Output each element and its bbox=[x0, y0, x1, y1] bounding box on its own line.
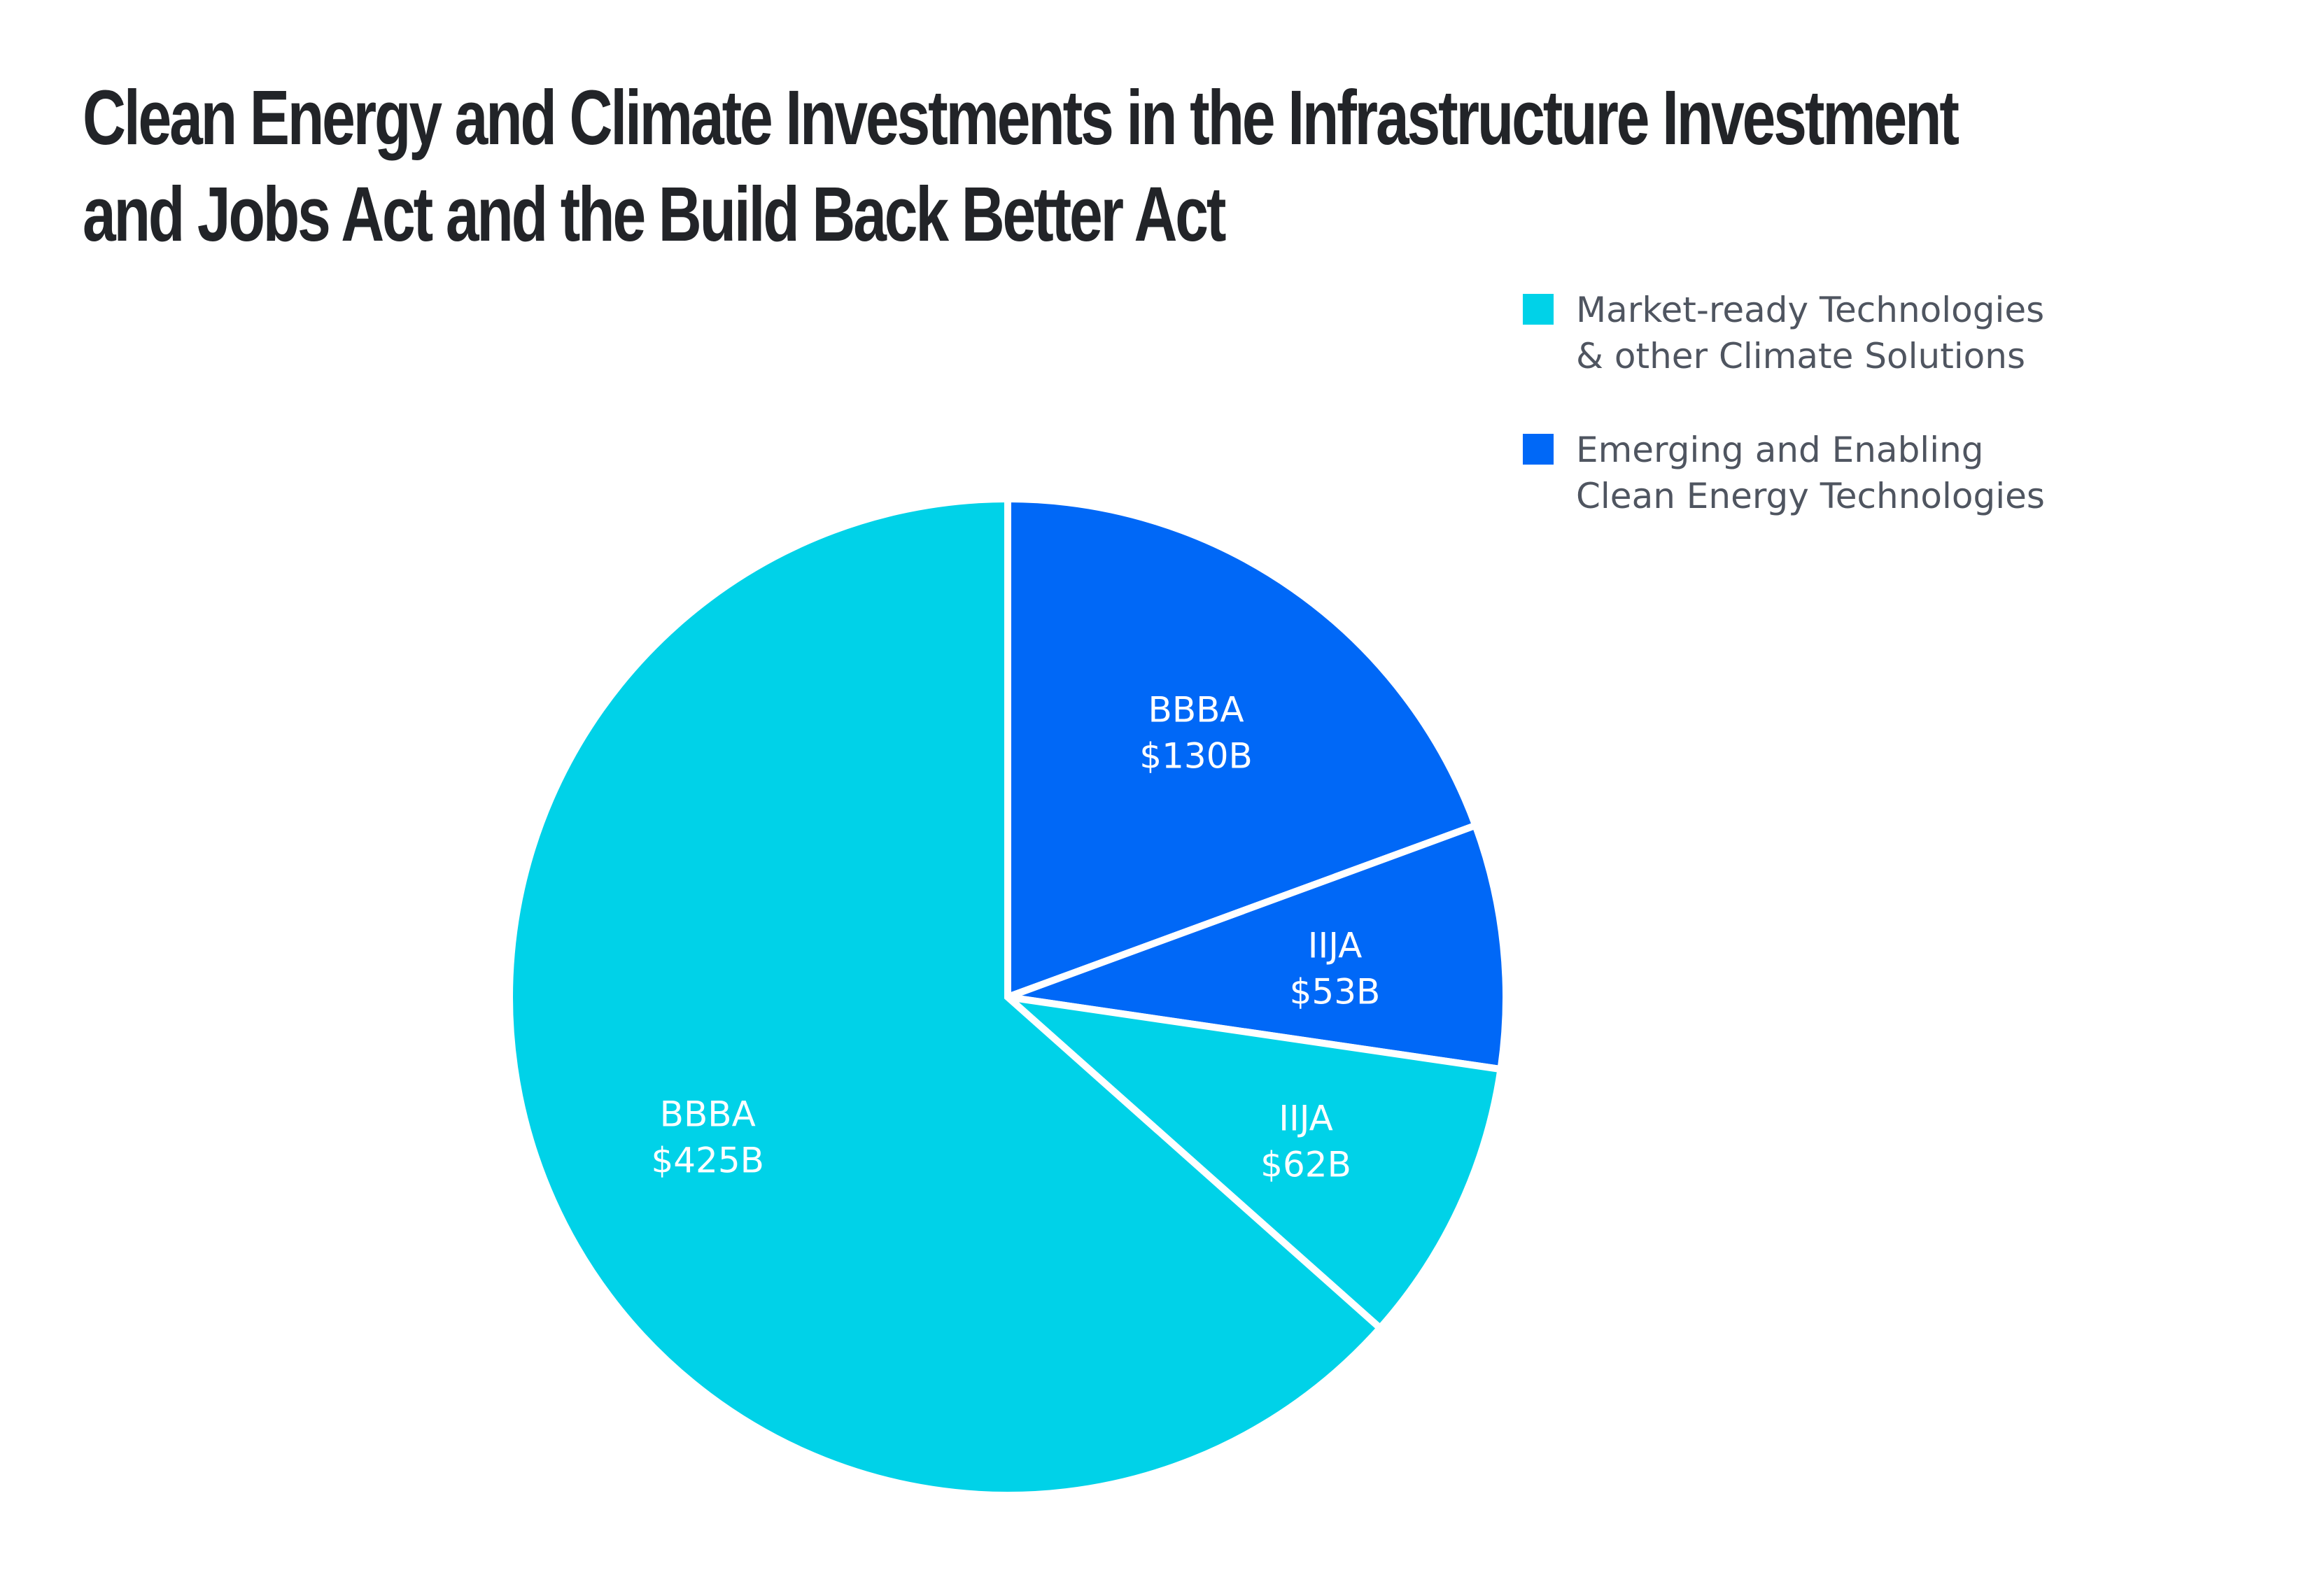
legend-swatch-emerging-icon bbox=[1523, 434, 1554, 465]
pie-slices bbox=[506, 495, 1510, 1499]
chart-title-line-2: and Jobs Act and the Build Back Better A… bbox=[83, 171, 1226, 257]
slice-label-value: $425B bbox=[651, 1140, 764, 1181]
slice-label-value: $62B bbox=[1260, 1145, 1351, 1185]
slice-label-bbba-130: BBBA $130B bbox=[1139, 690, 1253, 777]
slice-label-bbba-425: BBBA $425B bbox=[651, 1094, 764, 1181]
slice-label-name: BBBA bbox=[660, 1094, 756, 1135]
legend-label-market-ready: Market-ready Technologies & other Climat… bbox=[1576, 290, 2045, 376]
legend-label-emerging: Emerging and Enabling Clean Energy Techn… bbox=[1576, 430, 2045, 516]
slice-label-name: IIJA bbox=[1279, 1099, 1333, 1139]
pie-labels: BBBA $130B IIJA $53B IIJA $62B BBBA $425B bbox=[651, 690, 1380, 1185]
legend-swatch-market-ready-icon bbox=[1523, 294, 1554, 325]
pie-slice-iija-62 bbox=[997, 991, 1505, 1334]
legend-item-market-ready: Market-ready Technologies & other Climat… bbox=[1523, 287, 2293, 379]
legend: Market-ready Technologies & other Climat… bbox=[1523, 287, 2293, 567]
legend-item-emerging: Emerging and Enabling Clean Energy Techn… bbox=[1523, 427, 2293, 519]
slice-label-value: $53B bbox=[1290, 972, 1381, 1012]
slice-label-iija-62: IIJA $62B bbox=[1260, 1099, 1351, 1185]
pie-slice-bbba-130 bbox=[1004, 495, 1480, 1003]
slice-label-name: IIJA bbox=[1308, 926, 1363, 966]
pie-slice-bbba-425 bbox=[506, 495, 1386, 1499]
pie-slice-iija-53 bbox=[1006, 821, 1510, 1073]
slice-label-name: BBBA bbox=[1148, 690, 1244, 730]
slice-label-iija-53: IIJA $53B bbox=[1290, 926, 1381, 1012]
slice-label-value: $130B bbox=[1139, 736, 1253, 777]
